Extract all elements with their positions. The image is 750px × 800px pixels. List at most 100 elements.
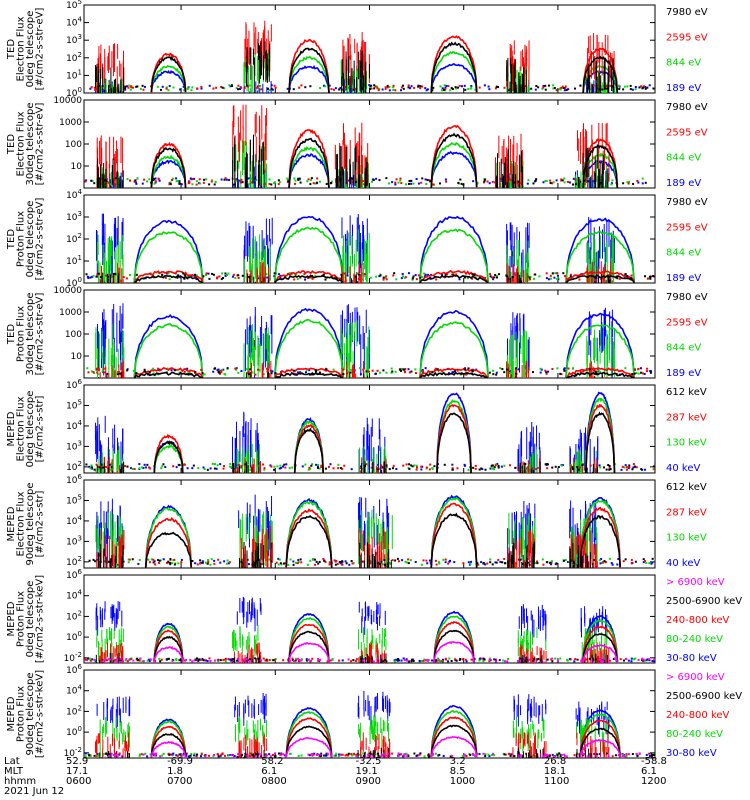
data-point	[553, 276, 556, 279]
data-point	[256, 464, 259, 467]
data-point	[444, 86, 447, 89]
data-point	[182, 463, 185, 466]
data-point	[184, 274, 187, 277]
data-point	[417, 85, 420, 88]
data-point	[379, 274, 382, 277]
data-point	[463, 368, 466, 371]
data-point	[628, 180, 631, 183]
data-arch	[134, 274, 204, 283]
data-point	[340, 273, 343, 276]
data-point	[201, 561, 204, 564]
data-arch	[288, 64, 330, 93]
data-point	[281, 465, 284, 468]
data-point	[450, 87, 453, 90]
data-point	[365, 370, 368, 373]
data-point	[388, 89, 391, 92]
data-point	[385, 177, 388, 180]
data-point	[151, 367, 154, 370]
data-point	[402, 368, 405, 371]
legend-entry: 844 eV	[666, 153, 701, 164]
data-point	[214, 180, 217, 183]
data-point	[474, 88, 477, 91]
data-point	[193, 177, 196, 180]
data-point	[603, 560, 606, 563]
panel-data	[88, 494, 655, 568]
data-point	[166, 367, 169, 370]
data-point	[624, 558, 627, 561]
data-point	[492, 373, 495, 376]
data-point	[369, 86, 372, 89]
data-point	[374, 85, 377, 88]
y-axis-label-line: [#/cm2-s-str-eV]	[35, 8, 46, 91]
legend-entry: 7980 eV	[666, 102, 708, 113]
data-point	[100, 86, 103, 89]
data-point	[429, 463, 432, 466]
data-point	[474, 467, 477, 470]
data-point	[363, 273, 366, 276]
data-point	[582, 370, 585, 373]
data-point	[415, 278, 418, 281]
series-trace	[95, 403, 655, 473]
data-arch	[418, 321, 490, 378]
data-point	[624, 367, 627, 370]
data-point	[433, 369, 436, 372]
data-point	[484, 563, 487, 566]
data-point	[201, 372, 204, 375]
data-point	[286, 87, 289, 90]
data-point	[279, 562, 282, 565]
data-arch	[150, 52, 187, 93]
data-point	[598, 464, 601, 467]
y-axis-label-line: 0deg telescope	[25, 11, 36, 88]
data-point	[408, 371, 411, 374]
data-point	[528, 88, 531, 91]
data-point	[400, 86, 403, 89]
data-point	[314, 182, 317, 185]
data-point	[305, 368, 308, 371]
data-point	[318, 467, 321, 470]
data-arch	[436, 404, 472, 473]
data-point	[435, 563, 438, 566]
data-point	[401, 559, 404, 562]
data-point	[226, 367, 229, 370]
data-point	[519, 88, 522, 91]
data-point	[453, 561, 456, 564]
data-point	[84, 180, 87, 183]
data-point	[177, 274, 180, 277]
data-point	[157, 177, 160, 180]
series-trace	[87, 360, 649, 378]
data-arch	[150, 159, 187, 188]
data-point	[489, 275, 492, 278]
y-axis-label-line: Electron Flux	[16, 16, 27, 81]
data-point	[653, 468, 655, 471]
data-arch	[582, 55, 619, 93]
data-point	[606, 274, 609, 277]
data-point	[162, 558, 165, 561]
data-point	[97, 468, 100, 471]
data-point	[194, 371, 197, 374]
data-arch	[133, 323, 204, 378]
data-point	[572, 468, 575, 471]
data-point	[428, 468, 431, 471]
data-point	[260, 88, 263, 91]
data-point	[511, 276, 514, 279]
data-point	[402, 84, 405, 87]
data-point	[626, 181, 629, 184]
y-axis-label-line: TED	[6, 134, 17, 155]
data-arch	[288, 129, 330, 188]
data-point	[337, 467, 340, 470]
data-point	[213, 467, 216, 470]
data-point	[234, 179, 237, 182]
data-point	[231, 275, 234, 278]
data-point	[601, 88, 604, 91]
data-point	[178, 371, 181, 374]
data-point	[305, 658, 308, 661]
data-point	[183, 89, 186, 92]
data-point	[375, 275, 378, 278]
data-point	[407, 466, 410, 469]
data-point	[438, 562, 441, 565]
data-point	[385, 278, 388, 281]
data-point	[364, 465, 367, 468]
data-point	[225, 178, 228, 181]
